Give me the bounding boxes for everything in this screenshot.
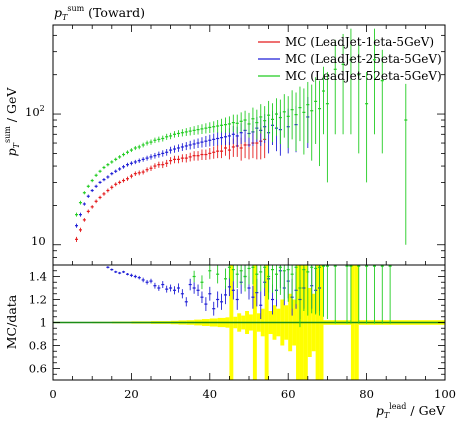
ratio-plot-area — [53, 265, 445, 380]
main-panel: 10 102 pTsum / GeV MC (LeadJet-1eta-5GeV… — [3, 24, 446, 266]
ratio-y-tick-label: 0.6 — [29, 362, 47, 376]
legend-label-blue: MC (LeadJet-25eta-5GeV) — [285, 52, 442, 66]
ratio-y-tick-label: 1.2 — [29, 293, 47, 307]
legend-label-green: MC (LeadJet-52eta-5GeV) — [285, 69, 442, 83]
main-y-axis: 10 102 — [25, 34, 445, 266]
ratio-y-tick-label: 1 — [40, 316, 47, 330]
main-marks — [75, 28, 408, 245]
ratio-panel: 0.6 0.8 1 1.2 1.4 MC/data — [4, 264, 446, 381]
x-tick-label: 100 — [434, 387, 456, 401]
figure-title: pTsum (Toward) — [54, 4, 145, 22]
x-tick-label: 40 — [202, 387, 217, 401]
y-axis-title: pTsum / GeV — [3, 87, 21, 157]
ratio-y-tick-label: 0.8 — [29, 339, 47, 353]
x-tick-label: 60 — [281, 387, 296, 401]
ratio-marks — [53, 265, 445, 380]
legend: MC (LeadJet-1eta-5GeV) MC (LeadJet-25eta… — [258, 35, 442, 83]
ratio-y-tick-label: 1.4 — [29, 270, 47, 284]
main-plot-area — [75, 28, 408, 245]
x-tick-label: 20 — [124, 387, 139, 401]
y-tick-label-100: 102 — [25, 104, 45, 119]
x-axis-title: pTlead / GeV — [376, 402, 446, 420]
y-tick-label-10: 10 — [31, 234, 46, 248]
x-tick-label: 0 — [49, 387, 56, 401]
x-axis: 0 20 40 60 80 100 — [49, 25, 456, 401]
ratio-axis-title: MC/data — [4, 294, 19, 349]
ratio-y-axis: 0.6 0.8 1 1.2 1.4 — [29, 264, 445, 381]
x-tick-label: 80 — [359, 387, 374, 401]
legend-label-red: MC (LeadJet-1eta-5GeV) — [285, 35, 434, 49]
